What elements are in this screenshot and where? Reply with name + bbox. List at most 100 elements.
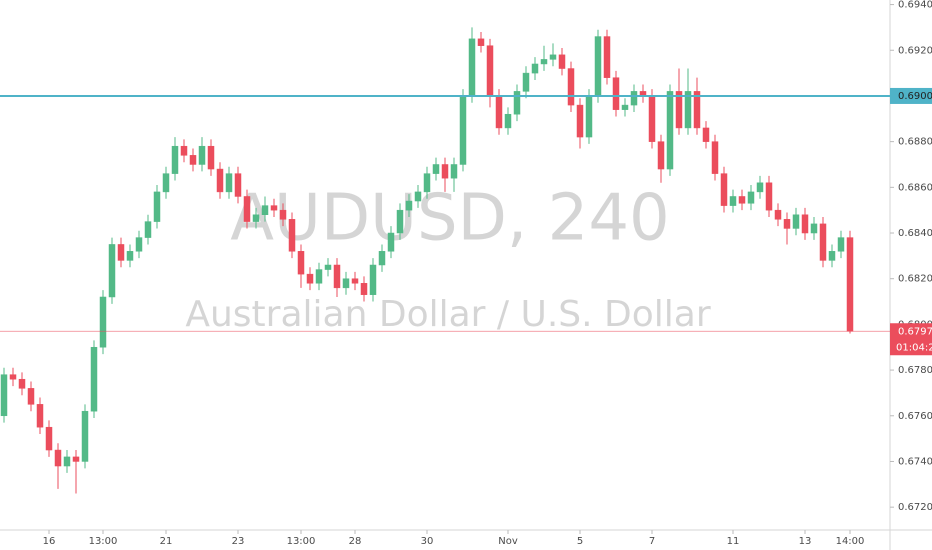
watermark: AUDUSD, 240 [230,182,670,256]
candle-body [792,214,800,229]
x-tick-label: 11 [727,536,740,547]
candle-body [18,378,26,389]
x-tick-label: 5 [577,536,583,547]
candle-body [252,214,260,222]
candle-body [738,196,746,204]
candle-body [441,164,449,179]
x-tick-label: 28 [349,536,362,547]
x-tick-label: 16 [43,536,56,547]
candle-body [666,91,674,170]
candle-body [63,456,71,467]
candle-body [756,182,764,193]
watermark-subtitle: Australian Dollar / U.S. Dollar [185,294,710,335]
candle-body [324,264,332,270]
candle-body [297,251,305,275]
candle-body [342,278,350,289]
candle-body [801,214,809,234]
candle-body [36,404,44,428]
candle-body [243,196,251,222]
candle-body [729,196,737,206]
candle-body [522,72,530,92]
candle-body [126,251,134,261]
x-tick-label: Nov [498,536,518,547]
candle-body [477,38,485,46]
candle-body [198,145,206,165]
candle-body [576,104,584,138]
candle-body [396,209,404,234]
x-tick-label: 7 [649,536,655,547]
candle-body [459,95,467,165]
last-price-tag [890,323,932,356]
candle-body [819,223,827,261]
candle-body [153,191,161,222]
candle-body [567,68,575,106]
candle-body [351,278,359,284]
candle-body [495,95,503,129]
candle-body [234,173,242,197]
candle-body [702,127,710,142]
candle-body [468,38,476,97]
candle-body [288,219,296,252]
candle-body [270,205,278,211]
candle-body [585,95,593,138]
candle-body [747,191,755,204]
candle-body [72,456,80,462]
candle-body [594,36,602,97]
x-tick-label: 14:00 [836,536,865,547]
x-tick-label: 13:00 [287,536,316,547]
candle-body [117,244,125,261]
candle-body [531,63,539,74]
candle-body [216,168,224,193]
candle-body [54,449,62,467]
candle-body [279,209,287,220]
candle-body [378,251,386,266]
candle-body [621,104,629,110]
candle-body [207,145,215,170]
y-tick-label: 0.69400 [898,0,932,11]
candle-body [306,273,314,284]
candle-body [9,374,17,380]
countdown-label: 01:04:28 [896,342,932,353]
candle-body [828,251,836,261]
x-tick-label: 13:00 [89,536,118,547]
candle-body [720,173,728,206]
candle-body [333,264,341,289]
candle-body [450,164,458,179]
candle-body [162,173,170,193]
candle-body [558,54,566,69]
candle-body [423,173,431,193]
candle-body [684,91,692,129]
candle-body [414,191,422,202]
candle-body [99,296,107,348]
candle-body [369,264,377,295]
candle-body [27,388,35,405]
candle-body [504,113,512,129]
candle-body [774,209,782,220]
candle-body [171,145,179,174]
candle-body [810,223,818,234]
candle-body [108,244,116,298]
x-tick-label: 13 [799,536,812,547]
candle-body [630,91,638,106]
candle-body [135,237,143,252]
candle-body [81,410,89,462]
candle-body [675,91,683,129]
horizontal-line-tag [890,87,932,104]
candle-body [144,221,152,238]
candle-body [837,237,845,252]
candle-body [432,164,440,174]
candle-body [90,346,98,412]
x-tick-label: 21 [160,536,173,547]
